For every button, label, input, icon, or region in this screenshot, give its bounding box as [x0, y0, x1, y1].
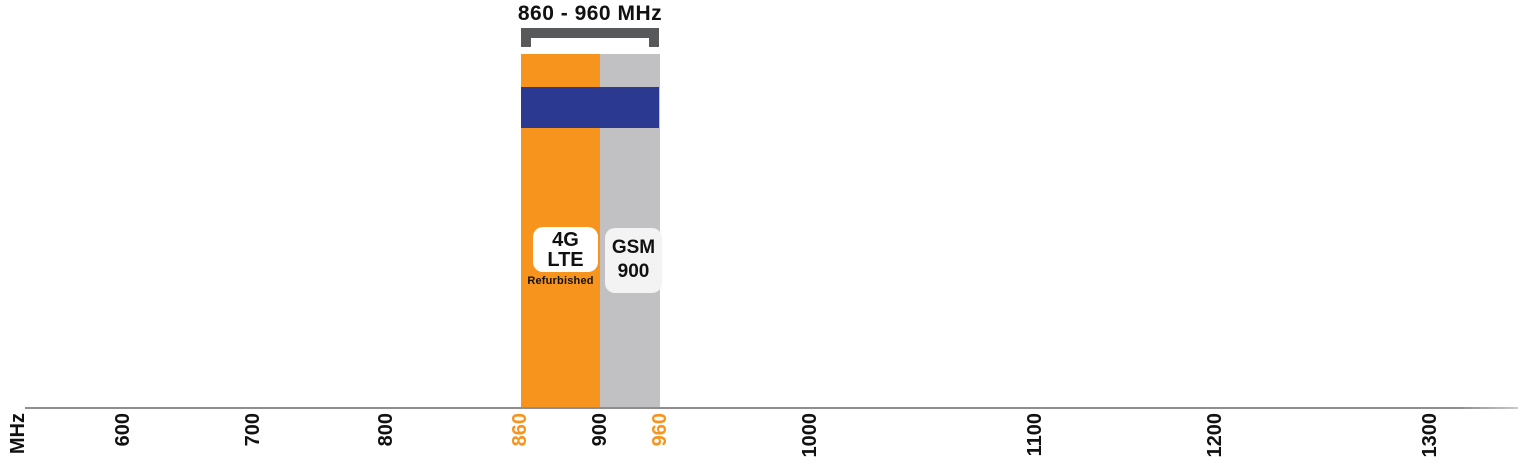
axis-line [25, 407, 1518, 409]
axis-tick-960: 960 [649, 413, 671, 447]
blue-overlay-band [521, 87, 659, 128]
axis-tick-1300: 1300 [1419, 413, 1441, 458]
bracket-range-label: 860 - 960 MHz [517, 2, 663, 25]
band-label-line: GSM [611, 237, 656, 258]
bracket-right-leg [649, 38, 659, 47]
axis-tick-1000: 1000 [799, 413, 821, 458]
axis-tick-1200: 1200 [1204, 413, 1226, 458]
bracket-left-leg [521, 38, 531, 47]
band-label-line: LTE [547, 249, 584, 271]
axis-unit-label: MHz [7, 413, 29, 455]
bracket-top-bar [521, 28, 659, 38]
band-label-line: 900 [617, 261, 650, 282]
axis-tick-600: 600 [112, 413, 134, 447]
range-bracket [521, 28, 659, 47]
axis-tick-900: 900 [589, 413, 611, 447]
band-sublabel-refurbished: Refurbished [527, 275, 594, 287]
axis-tick-700: 700 [242, 413, 264, 447]
axis-tick-1100: 1100 [1024, 413, 1046, 457]
band-label-box-4g-lte: 4G LTE [533, 227, 598, 272]
band-label-line: 4G [552, 229, 579, 251]
axis-tick-860: 860 [509, 413, 531, 447]
band-label-box-gsm-900: GSM 900 [605, 228, 662, 293]
axis-tick-800: 800 [375, 413, 397, 447]
